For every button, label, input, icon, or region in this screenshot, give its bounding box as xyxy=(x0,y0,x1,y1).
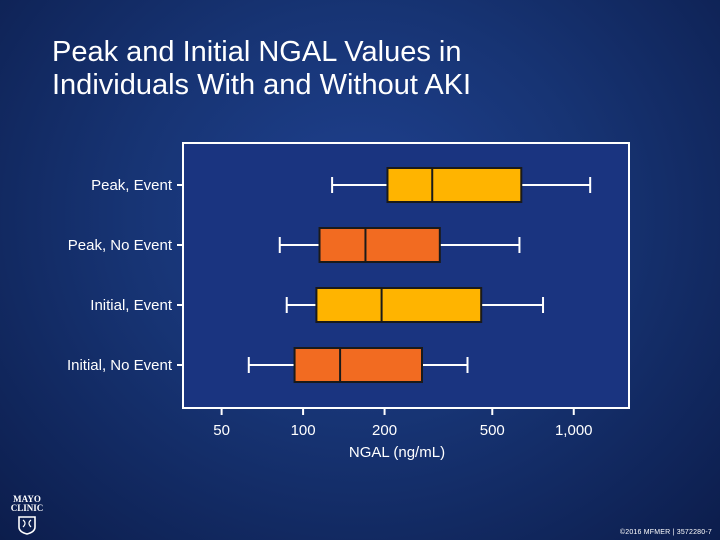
mayo-clinic-logo-text: MAYO CLINIC xyxy=(8,495,46,513)
slide-title-line-1: Peak and Initial NGAL Values in xyxy=(52,36,462,68)
slide-title-line-2: Individuals With and Without AKI xyxy=(52,69,472,101)
x-axis: 50 100 200 500 1,000 xyxy=(213,408,593,439)
logo-line-2: CLINIC xyxy=(10,503,44,513)
category-label: Peak, Event xyxy=(91,177,173,194)
mayo-clinic-shield-icon xyxy=(18,516,36,535)
interquartile-box xyxy=(293,347,424,383)
x-axis-label: NGAL (ng/mL) xyxy=(349,444,445,461)
interquartile-box xyxy=(318,227,441,263)
chart-marks: Peak, Event Peak, No Event Initial, Event I… xyxy=(67,167,592,383)
x-tick-label: 500 xyxy=(480,422,505,439)
copyright-notice: ©2016 MFMER | 3572280-7 xyxy=(619,529,712,536)
x-tick-label: 100 xyxy=(291,422,316,439)
category-label: Peak, No Event xyxy=(68,237,173,254)
logo-line-1: MAYO xyxy=(13,494,41,504)
interquartile-box xyxy=(386,167,523,203)
category-label: Initial, No Event xyxy=(67,357,173,374)
x-tick-label: 1,000 xyxy=(555,422,593,439)
slide-title: Peak and Initial NGAL Values in Individu… xyxy=(52,36,692,102)
category-label: Initial, Event xyxy=(90,297,173,314)
x-tick-label: 50 xyxy=(213,422,230,439)
x-tick-label: 200 xyxy=(372,422,397,439)
interquartile-box xyxy=(315,287,483,323)
